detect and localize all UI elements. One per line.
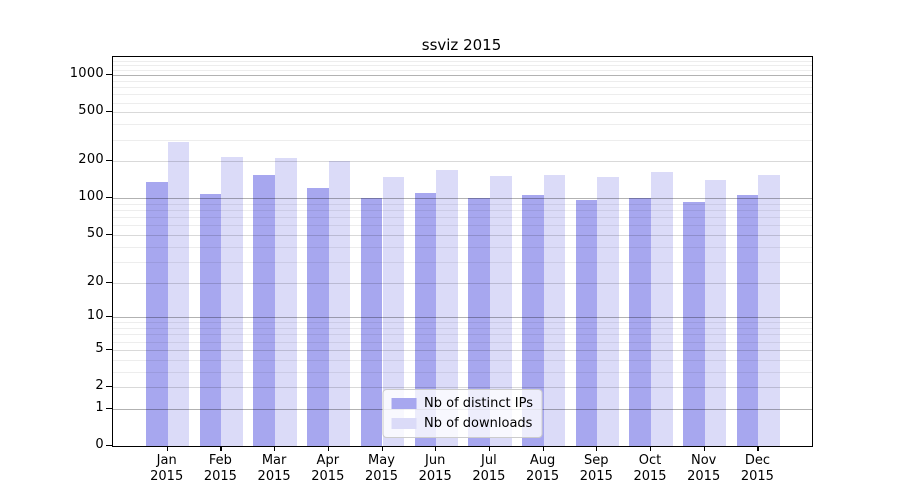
bar-mar-distinct-ips xyxy=(253,174,276,446)
bar-jan-distinct-ips xyxy=(146,182,168,446)
bar-may-downloads xyxy=(382,177,405,446)
x-tick-label-apr: Apr 2015 xyxy=(311,453,345,484)
x-tick-mark-jun xyxy=(435,446,437,451)
x-tick-mark-mar xyxy=(274,446,276,451)
legend-label-downloads: Nb of downloads xyxy=(424,416,533,431)
bar-may-distinct-ips xyxy=(360,198,383,446)
y-tick-label-1: 1 xyxy=(95,399,104,415)
y-tick-label-200: 200 xyxy=(78,152,104,168)
chart-title: ssviz 2015 xyxy=(421,36,502,54)
y-tick-mark-0 xyxy=(106,445,112,447)
bar-nov-downloads xyxy=(704,180,727,446)
y-tick-label-5: 5 xyxy=(95,340,104,356)
legend-item-distinct-ips: Nb of distinct IPs xyxy=(391,396,533,411)
y-tick-mark-10 xyxy=(106,316,112,318)
legend-label-distinct-ips: Nb of distinct IPs xyxy=(424,396,533,411)
bar-oct-distinct-ips xyxy=(629,198,651,446)
bar-oct-downloads xyxy=(651,171,673,446)
y-tick-label-50: 50 xyxy=(86,225,104,241)
x-tick-label-feb: Feb 2015 xyxy=(203,453,237,484)
x-tick-mark-apr xyxy=(327,446,329,451)
bar-nov-distinct-ips xyxy=(683,202,705,446)
y-tick-mark-1 xyxy=(106,407,112,409)
y-tick-label-100: 100 xyxy=(78,189,104,205)
y-tick-label-500: 500 xyxy=(78,103,104,119)
bar-sep-distinct-ips xyxy=(575,199,598,446)
y-tick-mark-100 xyxy=(106,197,112,199)
legend-item-downloads: Nb of downloads xyxy=(391,416,533,431)
x-tick-mark-jul xyxy=(488,446,491,451)
y-tick-mark-2 xyxy=(106,386,112,388)
bar-layer xyxy=(113,57,812,446)
x-tick-label-nov: Nov 2015 xyxy=(687,453,721,484)
bar-jul-distinct-ips xyxy=(468,198,490,446)
legend: Nb of distinct IPs Nb of downloads xyxy=(382,389,543,438)
y-tick-label-1000: 1000 xyxy=(69,66,104,82)
x-tick-mark-may xyxy=(381,446,383,451)
y-tick-label-20: 20 xyxy=(86,273,104,289)
y-tick-mark-20 xyxy=(106,281,112,283)
x-tick-mark-aug xyxy=(542,446,544,451)
x-tick-label-jul: Jul 2015 xyxy=(472,453,506,484)
y-tick-mark-50 xyxy=(106,233,112,236)
y-tick-mark-200 xyxy=(106,160,112,162)
x-tick-mark-oct xyxy=(650,446,652,451)
bar-feb-distinct-ips xyxy=(199,194,222,446)
x-tick-label-mar: Mar 2015 xyxy=(257,453,291,484)
legend-swatch-distinct-ips-icon xyxy=(391,398,417,409)
x-tick-label-aug: Aug 2015 xyxy=(526,453,560,484)
x-tick-label-dec: Dec 2015 xyxy=(740,453,774,484)
bar-dec-distinct-ips xyxy=(736,195,759,446)
y-tick-mark-1000 xyxy=(106,74,112,76)
x-tick-mark-sep xyxy=(596,446,598,451)
x-tick-label-sep: Sep 2015 xyxy=(579,453,613,484)
x-tick-label-oct: Oct 2015 xyxy=(633,453,667,484)
bar-sep-downloads xyxy=(597,176,619,446)
bar-jul-downloads xyxy=(489,176,512,446)
x-tick-mark-dec xyxy=(757,446,759,451)
bar-dec-downloads xyxy=(758,174,781,446)
x-tick-label-jan: Jan 2015 xyxy=(150,453,184,484)
bar-mar-downloads xyxy=(275,157,297,446)
y-tick-mark-500 xyxy=(106,111,112,113)
legend-swatch-downloads-icon xyxy=(391,418,417,429)
x-tick-mark-nov xyxy=(703,446,705,451)
bar-jan-downloads xyxy=(167,142,190,446)
bar-apr-distinct-ips xyxy=(307,187,329,446)
plot-area: Nb of distinct IPs Nb of downloads xyxy=(112,56,813,447)
bar-aug-downloads xyxy=(543,174,566,446)
bar-jun-distinct-ips xyxy=(414,193,437,446)
bar-feb-downloads xyxy=(221,156,244,446)
bar-aug-distinct-ips xyxy=(521,195,544,446)
y-tick-label-10: 10 xyxy=(86,308,104,324)
x-tick-label-jun: Jun 2015 xyxy=(418,453,452,484)
y-tick-label-2: 2 xyxy=(95,378,104,393)
x-tick-label-may: May 2015 xyxy=(364,453,399,484)
bar-jun-downloads xyxy=(436,170,458,446)
y-tick-label-0: 0 xyxy=(95,437,104,452)
x-tick-mark-jan xyxy=(166,446,168,451)
x-tick-mark-feb xyxy=(220,446,222,451)
bar-apr-downloads xyxy=(328,161,351,446)
y-tick-mark-5 xyxy=(106,348,112,350)
